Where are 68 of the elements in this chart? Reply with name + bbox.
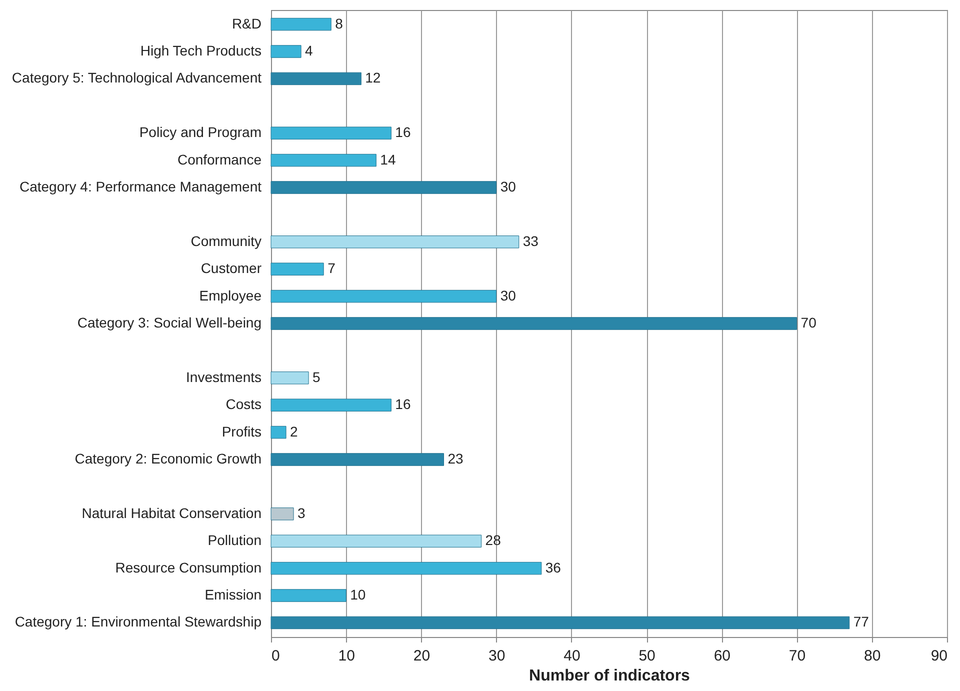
y-tick-label: Category 4: Performance Management (19, 178, 262, 194)
y-tick-label: Category 2: Economic Growth (74, 450, 262, 467)
y-tick-label: High Tech Products (140, 42, 262, 58)
bar (270, 18, 332, 31)
x-tick-label: 30 (488, 648, 506, 664)
bar (270, 290, 497, 303)
y-tick-label: Natural Habitat Conservation (82, 504, 262, 521)
data-label: 23 (448, 450, 464, 467)
data-label: 36 (545, 559, 562, 576)
data-label: 5 (312, 368, 321, 385)
data-label: 14 (380, 151, 396, 168)
bar (270, 508, 294, 520)
y-tick-label: Emission (204, 586, 262, 603)
x-tick-label: 70 (788, 648, 806, 664)
y-tick-label: Pollution (208, 532, 262, 548)
y-tick-label: Conformance (177, 151, 262, 168)
y-tick-label: R&D (232, 15, 262, 32)
y-tick-label: Profits (222, 423, 262, 440)
data-label: 4 (305, 42, 314, 58)
data-label: 33 (522, 232, 539, 249)
x-axis-title: Number of indicators (529, 668, 690, 684)
bar (270, 372, 309, 384)
data-label: 16 (395, 124, 411, 140)
bar (270, 126, 392, 140)
x-tick-label: 10 (338, 648, 355, 664)
bar (270, 236, 520, 248)
bar (270, 317, 798, 330)
bar (270, 616, 850, 630)
bar (270, 72, 362, 86)
bar (270, 398, 392, 412)
data-label: 28 (485, 532, 502, 548)
data-label: 3 (298, 504, 306, 521)
y-tick-label: Category 5: Technological Advancement (12, 70, 262, 86)
bar (270, 154, 376, 167)
data-label: 8 (335, 15, 344, 32)
x-tick-label: 80 (864, 648, 881, 664)
x-tick-label: 60 (714, 648, 731, 664)
data-label: 7 (328, 260, 336, 276)
y-tick-label: Employee (199, 287, 262, 304)
bar (270, 589, 346, 602)
bar (270, 181, 497, 194)
x-tick-label: 20 (413, 648, 430, 664)
data-label: 77 (853, 614, 870, 630)
data-label: 30 (500, 287, 516, 304)
x-tick-label: 0 (272, 648, 280, 664)
y-tick-label: Category 3: Social Well-being (77, 314, 262, 330)
data-label: 10 (350, 586, 366, 603)
y-tick-label: Policy and Program (139, 124, 262, 140)
bar (270, 426, 286, 439)
bar (270, 534, 482, 548)
y-tick-label: Resource Consumption (115, 559, 262, 576)
y-tick-label: Category 1: Environmental Stewardship (14, 614, 262, 630)
x-tick-label: 50 (638, 648, 656, 664)
data-label: 12 (365, 70, 381, 86)
x-tick-label: 90 (930, 648, 948, 664)
data-label: 30 (500, 178, 516, 194)
x-tick-label: 40 (564, 648, 580, 664)
data-label: 2 (290, 423, 298, 440)
bar (270, 45, 302, 58)
bar (270, 453, 444, 466)
data-label: 16 (395, 396, 411, 412)
bar (270, 562, 542, 575)
data-label: 70 (800, 314, 817, 330)
y-tick-label: Costs (226, 396, 262, 412)
bar (270, 262, 324, 276)
y-tick-label: Community (190, 232, 262, 249)
y-tick-label: Customer (200, 260, 262, 276)
y-tick-label: Investments (186, 368, 262, 385)
